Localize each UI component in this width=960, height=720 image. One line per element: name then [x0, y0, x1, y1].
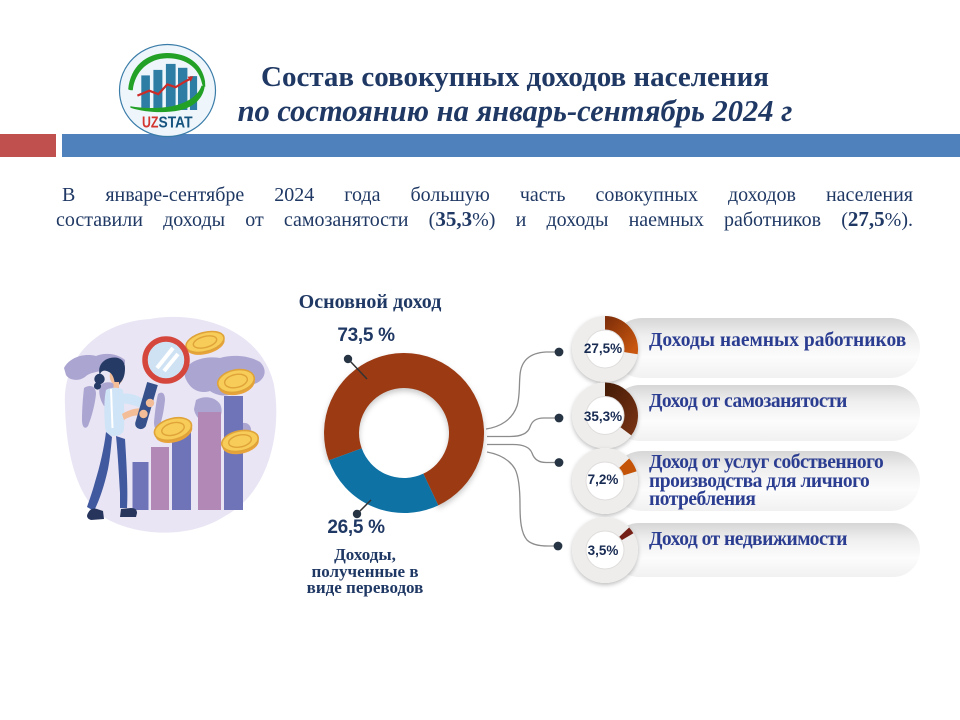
svg-text:UZSTAT: UZSTAT: [142, 114, 193, 131]
